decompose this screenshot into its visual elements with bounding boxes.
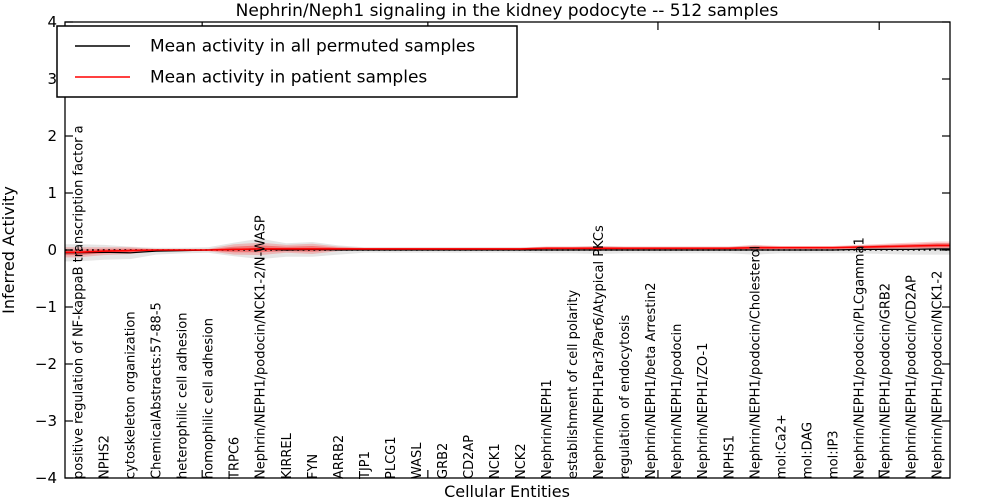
x-tick-label: FYN — [306, 454, 321, 479]
x-tick-label: Nephrin/NEPH1/ZO-1 — [696, 343, 711, 479]
x-tick-label: positive regulation of NF-kappaB transcr… — [72, 125, 87, 479]
y-tick-label: 2 — [47, 127, 57, 145]
x-tick-label: TRPC6 — [228, 437, 243, 480]
x-tick-label: GRB2 — [436, 443, 451, 479]
y-tick-label: 1 — [47, 184, 57, 202]
x-tick-label: CD2AP — [462, 435, 477, 479]
x-tick-label: Nephrin/NEPH1/podocin/NCK1-2/N-WASP — [254, 215, 269, 479]
x-tick-label: heterophilic cell adhesion — [176, 313, 191, 480]
x-axis-label: Cellular Entities — [444, 482, 570, 500]
x-tick-label: Nephrin/NEPH1 — [540, 379, 555, 479]
x-tick-label: Nephrin/NEPH1Par3/Par6/Atypical PKCs — [592, 225, 607, 479]
legend-entry-label: Mean activity in all permuted samples — [150, 37, 475, 57]
x-tick-label: NCK1 — [488, 443, 503, 479]
y-tick-label: 4 — [47, 13, 57, 31]
legend-box — [56, 25, 518, 98]
x-tick-label: NCK2 — [514, 443, 529, 479]
x-tick-label: cytoskeleton organization — [124, 311, 139, 479]
x-tick-label: PLCG1 — [384, 436, 399, 479]
y-tick-label: −2 — [35, 355, 57, 373]
x-tick-label: Nephrin/NEPH1/podocin/Cholesterol — [748, 246, 763, 479]
x-tick-label: Nephrin/NEPH1/podocin/GRB2 — [878, 283, 893, 479]
x-tick-label: mol:IP3 — [826, 430, 841, 479]
x-tick-label: mol:Ca2+ — [774, 414, 789, 479]
x-tick-label: Nephrin/NEPH1/podocin/NCK1-2 — [931, 271, 946, 479]
x-tick-label: regulation of endocytosis — [618, 314, 633, 479]
x-tick-label: homophilic cell adhesion — [202, 318, 217, 479]
x-tick-label: NPHS1 — [722, 435, 737, 479]
y-tick-label: 0 — [47, 241, 57, 259]
y-tick-label: 3 — [47, 70, 57, 88]
patient-mean-line — [65, 244, 950, 254]
y-axis-label: Inferred Activity — [0, 186, 18, 314]
chart-title: Nephrin/Neph1 signaling in the kidney po… — [236, 1, 779, 21]
x-tick-label: ChemicalAbstracts:57-88-5 — [150, 302, 165, 479]
x-tick-label: establishment of cell polarity — [566, 290, 581, 479]
y-tick-label: −1 — [35, 298, 57, 316]
x-tick-label: Nephrin/NEPH1/beta Arrestin2 — [644, 283, 659, 480]
y-tick-label: −3 — [35, 412, 57, 430]
y-tick-label: −4 — [35, 469, 57, 487]
x-tick-label: NPHS2 — [98, 435, 113, 479]
x-tick-label: Nephrin/NEPH1/podocin — [670, 324, 685, 479]
x-tick-label: KIRREL — [280, 432, 295, 479]
x-tick-label: ARRB2 — [332, 435, 347, 479]
x-tick-label: WASL — [410, 442, 425, 479]
x-tick-label: TJP1 — [358, 451, 373, 480]
legend-entry-label: Mean activity in patient samples — [150, 68, 427, 88]
x-tick-label: mol:DAG — [800, 422, 815, 479]
x-tick-label: Nephrin/NEPH1/podocin/CD2AP — [905, 275, 920, 479]
x-tick-label: Nephrin/NEPH1/podocin/PLCgamma1 — [852, 237, 867, 479]
plot-area: positive regulation of NF-kappaB transcr… — [35, 13, 951, 487]
